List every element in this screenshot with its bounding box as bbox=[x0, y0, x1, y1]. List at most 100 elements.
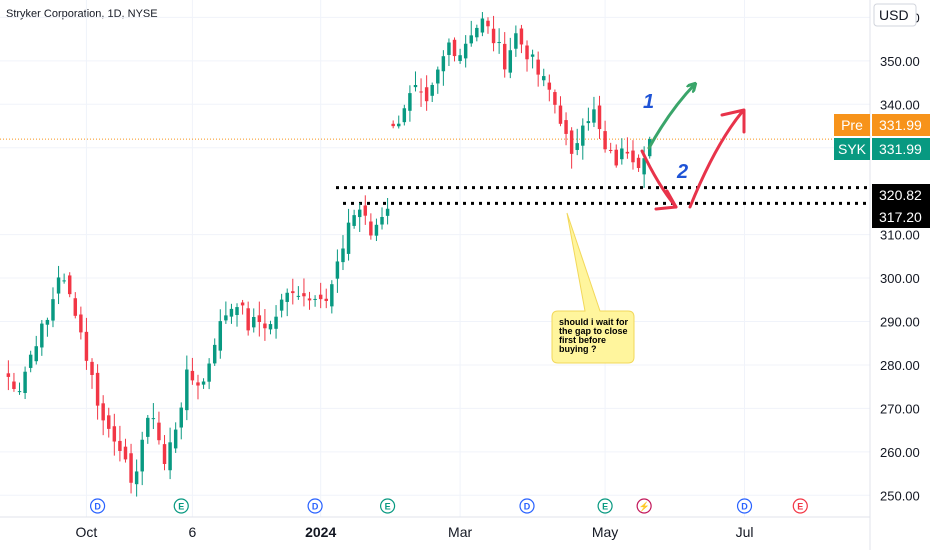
candle-body bbox=[631, 150, 635, 163]
note-callout bbox=[551, 212, 635, 364]
event-marker bbox=[597, 498, 613, 514]
candle-body bbox=[302, 293, 306, 297]
currency-label: USD bbox=[879, 7, 909, 23]
candle-body bbox=[547, 82, 552, 90]
candle-body bbox=[614, 149, 618, 166]
candle-body bbox=[335, 261, 340, 279]
candle-body bbox=[402, 108, 407, 123]
candle-body bbox=[564, 120, 568, 134]
candle-body bbox=[469, 35, 473, 44]
price-tag-value-bg bbox=[872, 138, 930, 160]
event-marker-letter: E bbox=[602, 502, 608, 512]
candle-body bbox=[28, 354, 33, 368]
candle-body bbox=[463, 43, 468, 59]
time-axis[interactable]: Oct 6 2024 Mar May Jul bbox=[76, 524, 754, 540]
level-tag-value: 320.82 bbox=[879, 187, 922, 203]
candle-body bbox=[224, 315, 228, 321]
candle-body bbox=[419, 91, 423, 93]
candle-body bbox=[257, 315, 262, 323]
event-marker-letter: E bbox=[385, 502, 391, 512]
y-tick-label: 350.00 bbox=[880, 54, 920, 69]
candle-body bbox=[502, 43, 507, 70]
candle-body bbox=[569, 130, 574, 154]
candle-body bbox=[369, 221, 373, 236]
x-tick-label: 2024 bbox=[305, 524, 336, 540]
candle-body bbox=[279, 299, 284, 311]
currency-button[interactable] bbox=[873, 3, 917, 27]
candle-body bbox=[140, 439, 144, 472]
candle-body bbox=[486, 20, 490, 27]
candle-body bbox=[201, 381, 206, 385]
candle-body bbox=[553, 92, 557, 105]
candle-body bbox=[207, 363, 211, 382]
candle-body bbox=[307, 298, 312, 301]
event-marker-letter: D bbox=[524, 502, 531, 512]
candle-body bbox=[274, 316, 278, 329]
candle-body bbox=[67, 275, 72, 295]
level-tag-bg bbox=[872, 206, 930, 228]
price-tag-name: Pre bbox=[841, 117, 863, 133]
candle-body bbox=[268, 324, 273, 330]
candle-body bbox=[491, 28, 496, 44]
candle-body bbox=[385, 208, 390, 216]
candle-body bbox=[380, 216, 384, 225]
grid-lines bbox=[0, 0, 870, 517]
candle-body bbox=[597, 105, 602, 130]
price-axis[interactable]: 360.00350.00340.00330.00310.00300.00290.… bbox=[880, 10, 920, 503]
candle-body bbox=[357, 209, 362, 218]
event-marker-letter: E bbox=[797, 502, 803, 512]
candle-body bbox=[173, 429, 178, 449]
candle-body bbox=[17, 391, 22, 393]
price-tag-name: SYK bbox=[838, 141, 867, 157]
event-marker bbox=[519, 498, 535, 514]
candle-body bbox=[73, 298, 78, 316]
candle-body bbox=[447, 42, 451, 55]
scenario-2-down-arrowhead bbox=[654, 189, 678, 211]
candle-body bbox=[475, 27, 479, 38]
candle-body bbox=[162, 444, 167, 464]
candle-body bbox=[229, 308, 234, 317]
candle-body bbox=[525, 45, 529, 60]
candle-body bbox=[536, 59, 540, 75]
candle-body bbox=[363, 205, 368, 216]
candle-body bbox=[603, 131, 607, 150]
candle-body bbox=[636, 157, 641, 169]
candle-body bbox=[458, 55, 462, 61]
level-tag-bg bbox=[872, 184, 930, 206]
chart-title: Stryker Corporation, 1D, NYSE bbox=[6, 8, 158, 20]
x-tick-label: 6 bbox=[189, 524, 197, 540]
candle-body bbox=[530, 54, 535, 57]
price-tag-value: 331.99 bbox=[879, 141, 922, 157]
event-marker-letter: D bbox=[94, 502, 101, 512]
y-tick-label: 300.00 bbox=[880, 271, 920, 286]
candle-body bbox=[263, 323, 267, 329]
event-marker bbox=[792, 498, 808, 514]
candle-body bbox=[341, 248, 345, 263]
y-tick-label: 310.00 bbox=[880, 228, 920, 243]
candle-body bbox=[324, 298, 328, 301]
candle-body bbox=[452, 39, 457, 57]
event-marker bbox=[89, 498, 106, 514]
candle-body bbox=[620, 148, 624, 160]
candle-body bbox=[575, 143, 579, 150]
candle-body bbox=[12, 381, 16, 390]
candle-body bbox=[346, 222, 351, 254]
event-marker-letter: ⚡ bbox=[639, 501, 650, 513]
price-levels bbox=[0, 138, 870, 205]
candle-body bbox=[101, 403, 105, 421]
candle-body bbox=[179, 407, 183, 428]
candle-body bbox=[608, 149, 613, 151]
candle-body bbox=[151, 418, 156, 420]
candle-body bbox=[397, 123, 401, 127]
y-tick-label: 290.00 bbox=[880, 314, 920, 329]
candle-body bbox=[79, 314, 83, 333]
candle-body bbox=[240, 302, 245, 306]
price-tag-value-bg bbox=[872, 114, 930, 136]
candle-body bbox=[330, 284, 334, 307]
candle-body bbox=[480, 18, 485, 33]
candle-body bbox=[558, 105, 563, 124]
candle-body bbox=[441, 56, 446, 72]
y-tick-label: 260.00 bbox=[880, 445, 920, 460]
y-tick-label: 280.00 bbox=[880, 358, 920, 373]
price-tag-value: 331.99 bbox=[879, 117, 922, 133]
